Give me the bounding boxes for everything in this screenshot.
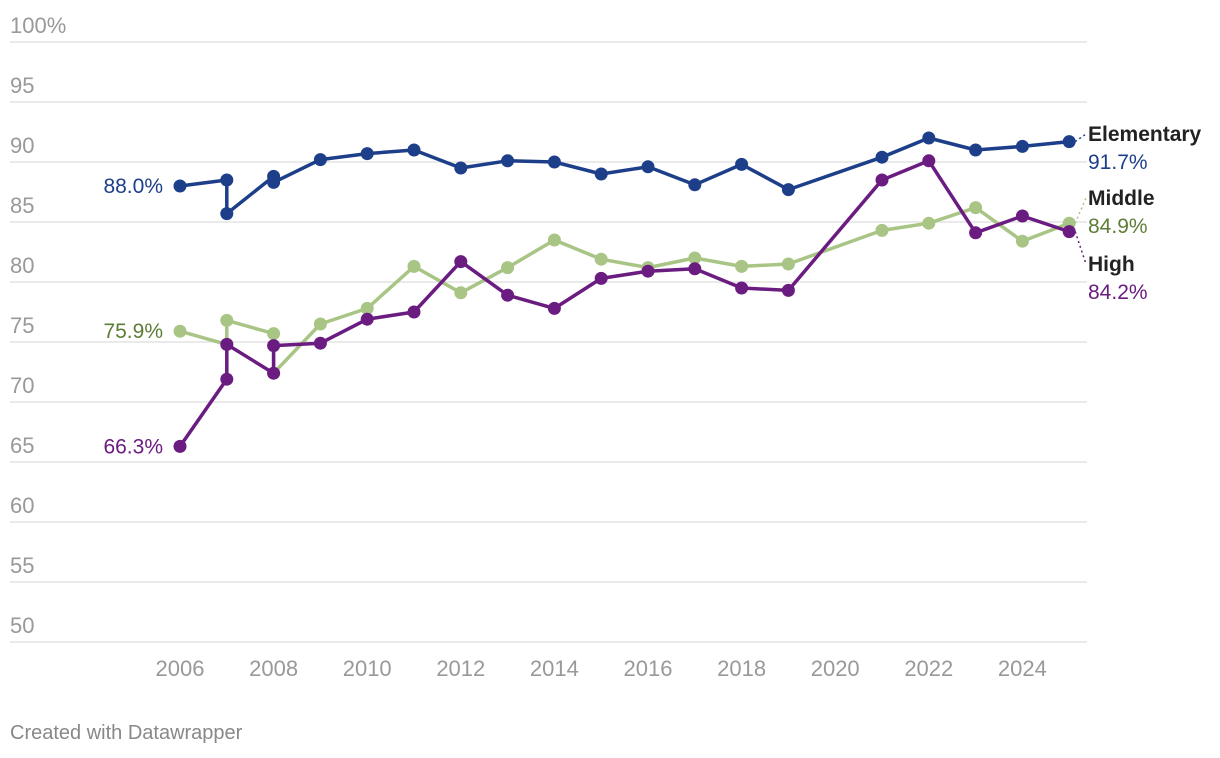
y-tick-label-60: 60	[10, 493, 34, 518]
y-tick-label-80: 80	[10, 253, 34, 278]
data-point-elementary-2011-7	[407, 143, 421, 157]
data-point-middle-2012-8	[454, 286, 468, 300]
data-point-high-2017-13	[688, 262, 702, 276]
end-label-value-high: 84.2%	[1088, 281, 1148, 304]
data-point-middle-2022-17	[922, 216, 936, 230]
data-point-middle-2009-5	[313, 317, 327, 331]
end-connector-elementary	[1074, 133, 1087, 143]
data-point-middle-2023-18	[969, 201, 983, 215]
y-tick-label-90: 90	[10, 133, 34, 158]
x-tick-label-2010: 2010	[343, 656, 392, 681]
data-point-middle-2018-14	[735, 259, 749, 273]
data-point-high-2024-19	[1015, 209, 1029, 223]
data-point-high-2011-7	[407, 305, 421, 319]
x-tick-label-2016: 2016	[624, 656, 673, 681]
data-point-elementary-2015-11	[594, 167, 608, 181]
y-tick-label-100: 100%	[10, 13, 66, 38]
data-point-middle-2007-2	[220, 313, 234, 327]
data-point-elementary-2021-16	[875, 150, 889, 164]
data-point-high-2021-16	[875, 173, 889, 187]
data-point-middle-2013-9	[501, 261, 515, 275]
end-label-name-elementary: Elementary	[1088, 123, 1202, 146]
data-point-elementary-2014-10	[547, 155, 561, 169]
y-tick-label-55: 55	[10, 553, 34, 578]
data-point-elementary-2016-12	[641, 160, 655, 174]
data-point-high-2008-4	[267, 339, 281, 353]
start-label-elementary: 88.0%	[103, 175, 163, 198]
end-label-name-high: High	[1088, 253, 1135, 276]
data-point-elementary-2024-19	[1015, 139, 1029, 153]
x-tick-label-2020: 2020	[811, 656, 860, 681]
data-point-middle-2024-19	[1015, 234, 1029, 248]
data-point-middle-2014-10	[547, 233, 561, 247]
data-point-middle-2006-0	[173, 324, 187, 338]
x-tick-label-2008: 2008	[249, 656, 298, 681]
data-point-high-2012-8	[454, 255, 468, 269]
y-tick-label-75: 75	[10, 313, 34, 338]
end-label-value-middle: 84.9%	[1088, 215, 1148, 238]
data-point-elementary-2008-4	[267, 175, 281, 189]
data-point-high-2018-14	[735, 281, 749, 295]
data-point-middle-2011-7	[407, 259, 421, 273]
data-point-high-2019-15	[781, 283, 795, 297]
x-tick-label-2024: 2024	[998, 656, 1047, 681]
data-point-middle-2017-13	[688, 251, 702, 265]
x-tick-label-2018: 2018	[717, 656, 766, 681]
data-point-elementary-2025-20	[1062, 135, 1076, 149]
x-tick-label-2022: 2022	[904, 656, 953, 681]
data-point-elementary-2017-13	[688, 178, 702, 192]
data-point-high-2015-11	[594, 271, 608, 285]
data-point-elementary-2007-2	[220, 207, 234, 221]
data-point-elementary-2018-14	[735, 157, 749, 171]
data-point-elementary-2013-9	[501, 154, 515, 168]
y-tick-label-65: 65	[10, 433, 34, 458]
series-line-middle	[178, 205, 1071, 375]
data-point-middle-2010-6	[360, 301, 374, 315]
x-tick-label-2014: 2014	[530, 656, 579, 681]
end-connector-high	[1074, 231, 1087, 265]
series-line-high	[178, 159, 1071, 449]
data-point-high-2023-18	[969, 226, 983, 240]
x-tick-label-2006: 2006	[156, 656, 205, 681]
end-label-name-middle: Middle	[1088, 187, 1155, 210]
end-connector-middle	[1074, 197, 1087, 224]
data-point-high-2010-6	[360, 312, 374, 326]
data-point-middle-2015-11	[594, 252, 608, 266]
data-point-middle-2021-16	[875, 223, 889, 237]
end-label-value-elementary: 91.7%	[1088, 151, 1148, 174]
y-tick-label-85: 85	[10, 193, 34, 218]
data-point-high-2007-2	[220, 337, 234, 351]
start-label-middle: 75.9%	[103, 320, 163, 343]
footer-credit[interactable]: Created with Datawrapper	[10, 722, 243, 744]
data-point-elementary-2012-8	[454, 161, 468, 175]
data-point-elementary-2009-5	[313, 153, 327, 167]
data-point-elementary-2023-18	[969, 143, 983, 157]
data-point-elementary-2010-6	[360, 147, 374, 161]
x-tick-label-2012: 2012	[436, 656, 485, 681]
data-point-middle-2019-15	[781, 257, 795, 271]
data-point-high-2006-0	[173, 439, 187, 453]
data-point-high-2014-10	[547, 301, 561, 315]
start-label-high: 66.3%	[103, 435, 163, 458]
data-point-elementary-2006-0	[173, 179, 187, 193]
data-point-high-2025-20	[1062, 225, 1076, 239]
data-point-high-2008-3	[267, 366, 281, 380]
data-point-elementary-2007-1	[220, 173, 234, 187]
data-point-high-2007-1	[220, 372, 234, 386]
data-point-middle-2008-3	[267, 327, 281, 341]
series-line-elementary	[178, 136, 1071, 216]
data-point-elementary-2019-15	[781, 183, 795, 197]
data-point-high-2016-12	[641, 264, 655, 278]
data-point-high-2022-17	[922, 154, 936, 168]
y-tick-label-95: 95	[10, 73, 34, 98]
data-point-high-2009-5	[313, 336, 327, 350]
data-point-high-2013-9	[501, 288, 515, 302]
data-point-elementary-2022-17	[922, 131, 936, 145]
y-tick-label-70: 70	[10, 373, 34, 398]
y-tick-label-50: 50	[10, 613, 34, 638]
